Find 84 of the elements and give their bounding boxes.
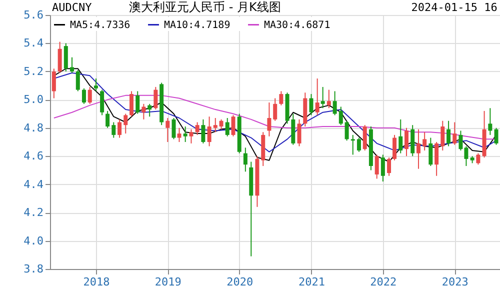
candlestick xyxy=(130,90,134,118)
candlestick xyxy=(332,90,337,116)
candlestick xyxy=(315,78,320,116)
candlestick xyxy=(183,126,188,142)
candlestick xyxy=(64,42,68,72)
candlestick xyxy=(172,118,176,140)
candlestick xyxy=(428,137,433,166)
candlestick xyxy=(440,120,445,151)
candlestick xyxy=(142,103,146,120)
candlestick xyxy=(106,110,110,128)
y-tick-label: 5.4 xyxy=(24,36,44,50)
candlestick xyxy=(148,103,152,118)
y-tick-label: 5.6 xyxy=(24,8,44,22)
candlestick xyxy=(219,118,224,130)
candlestick xyxy=(112,122,116,138)
candlestick xyxy=(189,128,194,144)
x-tick-label: 2022 xyxy=(370,276,397,288)
y-tick-label: 4.0 xyxy=(24,234,44,248)
x-tick-label: 2019 xyxy=(154,276,182,288)
candlestick xyxy=(326,89,331,109)
candlestick xyxy=(100,89,104,116)
y-tick-label: 5.2 xyxy=(24,64,44,78)
legend-label: MA30:4.6871 xyxy=(264,20,330,31)
candlestick xyxy=(494,127,498,146)
candlestick xyxy=(213,118,218,133)
candlestick xyxy=(82,88,86,104)
candlestick xyxy=(94,78,98,92)
candlestick xyxy=(350,134,355,156)
candlestick xyxy=(201,118,206,144)
text: 2024-01-15 16: xyxy=(411,1,500,14)
candlestick xyxy=(434,142,439,176)
candlestick xyxy=(404,127,409,157)
candlestick xyxy=(362,124,367,151)
candlestick xyxy=(243,147,248,172)
candlestick xyxy=(416,128,420,170)
y-tick-label: 5.0 xyxy=(24,93,44,106)
candlestick xyxy=(154,86,158,110)
y-tick-label: 4.6 xyxy=(24,150,44,163)
chart-title: 澳大利亚元人民币 - 月K线图 xyxy=(129,0,281,14)
candlestick xyxy=(52,68,56,99)
candlestick xyxy=(338,106,343,126)
legend-label: MA5:4.7336 xyxy=(70,20,130,31)
candlestick xyxy=(387,157,392,176)
candlestick xyxy=(267,102,272,137)
x-tick-label: 2021 xyxy=(298,276,325,288)
candlestick xyxy=(195,122,200,136)
candlestick xyxy=(177,127,182,142)
candlestick xyxy=(76,70,80,92)
candlestick xyxy=(309,94,314,116)
candlestick xyxy=(344,120,349,142)
candlestick xyxy=(410,124,415,157)
candlestick xyxy=(88,86,92,104)
candlestick xyxy=(231,114,236,137)
candlestick xyxy=(70,56,74,74)
candlestick xyxy=(207,116,212,147)
candlestick xyxy=(166,118,170,142)
candlestick xyxy=(225,118,230,137)
candlestick xyxy=(136,90,140,114)
candlestick xyxy=(356,137,361,152)
candlestick xyxy=(422,132,427,151)
candlestick xyxy=(446,120,451,147)
candlestick xyxy=(118,118,122,138)
y-tick-label: 3.8 xyxy=(24,262,44,276)
x-tick-label: 2020 xyxy=(226,276,254,288)
candlestick xyxy=(297,118,302,147)
candlestick xyxy=(488,108,492,136)
x-tick-label: 2023 xyxy=(442,276,468,288)
legend-label: MA10:4.7189 xyxy=(164,20,230,31)
candlestick xyxy=(273,98,278,122)
candlestick xyxy=(374,154,379,180)
candlestick xyxy=(380,154,385,182)
text: AUDCNY xyxy=(52,1,92,14)
candlestick xyxy=(279,90,284,106)
candlestick xyxy=(452,122,457,146)
y-tick-label: 4.4 xyxy=(24,178,44,191)
candlestick xyxy=(58,41,62,74)
candlestick xyxy=(476,152,480,166)
y-tick-label: 4.2 xyxy=(24,206,44,220)
candlestick xyxy=(124,113,128,134)
candlestick xyxy=(392,134,397,161)
candlestick xyxy=(320,86,325,109)
y-tick-label: 4.8 xyxy=(24,121,44,134)
x-tick-label: 2018 xyxy=(83,276,110,288)
candlestick xyxy=(398,118,403,154)
